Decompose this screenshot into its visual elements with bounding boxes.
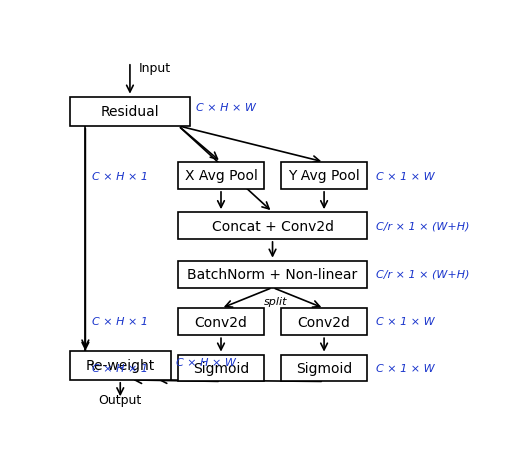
Text: Re-weight: Re-weight <box>86 358 155 372</box>
Bar <box>178 355 263 381</box>
Bar <box>178 308 263 336</box>
Text: Input: Input <box>139 62 171 75</box>
Bar <box>281 308 367 336</box>
Text: C × H × W: C × H × W <box>176 358 236 367</box>
Text: C/r × 1 × (W+H): C/r × 1 × (W+H) <box>376 221 469 230</box>
Bar <box>281 162 367 190</box>
Text: C × H × W: C × H × W <box>196 102 256 112</box>
Text: X Avg Pool: X Avg Pool <box>185 169 258 183</box>
Text: Sigmoid: Sigmoid <box>296 361 352 375</box>
Text: C × H × 1: C × H × 1 <box>92 317 148 327</box>
Text: Sigmoid: Sigmoid <box>193 361 249 375</box>
Text: C × 1 × W: C × 1 × W <box>376 172 435 181</box>
Bar <box>281 355 367 381</box>
Text: Residual: Residual <box>101 105 159 119</box>
Bar <box>178 261 367 288</box>
Text: C × H × 1: C × H × 1 <box>92 172 148 181</box>
Bar <box>178 213 367 240</box>
Text: split: split <box>263 296 287 306</box>
Bar <box>70 97 190 127</box>
Text: BatchNorm + Non-linear: BatchNorm + Non-linear <box>187 268 357 281</box>
Text: Y Avg Pool: Y Avg Pool <box>288 169 360 183</box>
Text: C/r × 1 × (W+H): C/r × 1 × (W+H) <box>376 269 469 279</box>
Text: Output: Output <box>99 393 142 406</box>
Text: Conv2d: Conv2d <box>194 315 248 329</box>
Bar <box>70 351 171 380</box>
Text: C × 1 × W: C × 1 × W <box>376 363 435 373</box>
Text: C × H × 1: C × H × 1 <box>92 363 148 373</box>
Bar <box>178 162 263 190</box>
Text: Concat + Conv2d: Concat + Conv2d <box>212 219 334 233</box>
Text: Conv2d: Conv2d <box>298 315 351 329</box>
Text: C × 1 × W: C × 1 × W <box>376 317 435 327</box>
